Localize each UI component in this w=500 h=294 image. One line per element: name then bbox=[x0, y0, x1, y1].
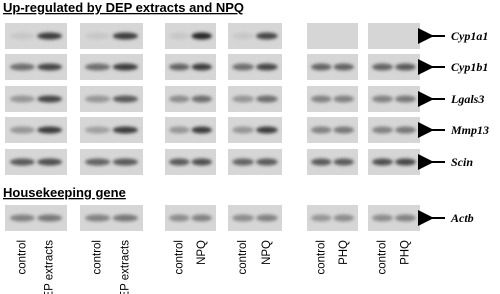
band bbox=[191, 32, 212, 40]
band bbox=[232, 126, 254, 134]
band bbox=[37, 32, 63, 40]
band bbox=[333, 63, 354, 71]
band bbox=[395, 126, 416, 134]
lane-label: control bbox=[173, 240, 185, 275]
lane-label: control bbox=[315, 240, 327, 275]
band bbox=[311, 63, 332, 71]
band bbox=[85, 32, 111, 40]
band bbox=[395, 214, 416, 222]
band bbox=[191, 158, 212, 166]
band bbox=[112, 126, 138, 134]
band bbox=[9, 32, 35, 40]
band bbox=[37, 214, 63, 222]
gene-label: Scin bbox=[451, 155, 473, 169]
band bbox=[333, 126, 354, 134]
band bbox=[256, 126, 278, 134]
band bbox=[112, 32, 138, 40]
band bbox=[9, 214, 35, 222]
band bbox=[395, 63, 416, 71]
band bbox=[85, 63, 111, 71]
lane-label: NPQ bbox=[196, 240, 208, 265]
band bbox=[256, 95, 278, 103]
band bbox=[311, 158, 332, 166]
band bbox=[37, 126, 63, 134]
band bbox=[311, 95, 332, 103]
lane-label: control bbox=[377, 240, 389, 275]
band bbox=[372, 95, 393, 103]
band bbox=[372, 158, 393, 166]
band bbox=[256, 158, 278, 166]
band bbox=[169, 95, 190, 103]
band bbox=[333, 214, 354, 222]
band bbox=[333, 95, 354, 103]
gene-label: Lgals3 bbox=[450, 92, 484, 106]
gel-background bbox=[368, 23, 420, 49]
band bbox=[169, 63, 190, 71]
lane-label: control bbox=[16, 240, 28, 275]
gene-label: Actb bbox=[450, 211, 474, 225]
band bbox=[169, 32, 190, 40]
band bbox=[85, 95, 111, 103]
band bbox=[9, 95, 35, 103]
band bbox=[112, 214, 138, 222]
band bbox=[311, 126, 332, 134]
band bbox=[232, 32, 254, 40]
gel-panels bbox=[5, 23, 420, 231]
band bbox=[256, 63, 278, 71]
band bbox=[311, 214, 332, 222]
band bbox=[169, 126, 190, 134]
lane-label: DEP extracts bbox=[119, 240, 131, 294]
lane-label: control bbox=[237, 240, 249, 275]
lane-label: NPQ bbox=[261, 240, 273, 265]
band bbox=[333, 158, 354, 166]
band bbox=[85, 158, 111, 166]
gene-label: Cyp1b1 bbox=[451, 60, 488, 74]
band bbox=[169, 158, 190, 166]
labels: Cyp1a1 Cyp1b1 Lgals3 Mmp13 Scin Actb control DE… bbox=[16, 28, 489, 294]
band bbox=[37, 95, 63, 103]
section-title: Up-regulated by DEP extracts and NPQ bbox=[3, 0, 244, 15]
band bbox=[191, 63, 212, 71]
lane-label: DEP extracts bbox=[44, 240, 56, 294]
band bbox=[85, 214, 111, 222]
band bbox=[372, 63, 393, 71]
band bbox=[191, 214, 212, 222]
band bbox=[112, 158, 138, 166]
lane-label: PHQ bbox=[399, 240, 411, 265]
band bbox=[232, 95, 254, 103]
lane-label: control bbox=[92, 240, 104, 275]
band bbox=[191, 95, 212, 103]
gene-label: Cyp1a1 bbox=[451, 29, 488, 43]
band bbox=[112, 63, 138, 71]
band bbox=[85, 126, 111, 134]
gene-label: Mmp13 bbox=[450, 123, 489, 137]
band bbox=[37, 63, 63, 71]
band bbox=[232, 158, 254, 166]
band bbox=[395, 95, 416, 103]
band bbox=[9, 158, 35, 166]
band bbox=[9, 126, 35, 134]
band bbox=[191, 126, 212, 134]
band bbox=[256, 214, 278, 222]
section-title: Housekeeping gene bbox=[3, 185, 126, 200]
band bbox=[256, 32, 278, 40]
band bbox=[372, 126, 393, 134]
band bbox=[395, 158, 416, 166]
band bbox=[9, 63, 35, 71]
gel-background bbox=[307, 23, 358, 49]
band bbox=[372, 214, 393, 222]
band bbox=[232, 214, 254, 222]
band bbox=[37, 158, 63, 166]
band bbox=[112, 95, 138, 103]
band bbox=[232, 63, 254, 71]
band bbox=[169, 214, 190, 222]
lane-label: PHQ bbox=[338, 240, 350, 265]
